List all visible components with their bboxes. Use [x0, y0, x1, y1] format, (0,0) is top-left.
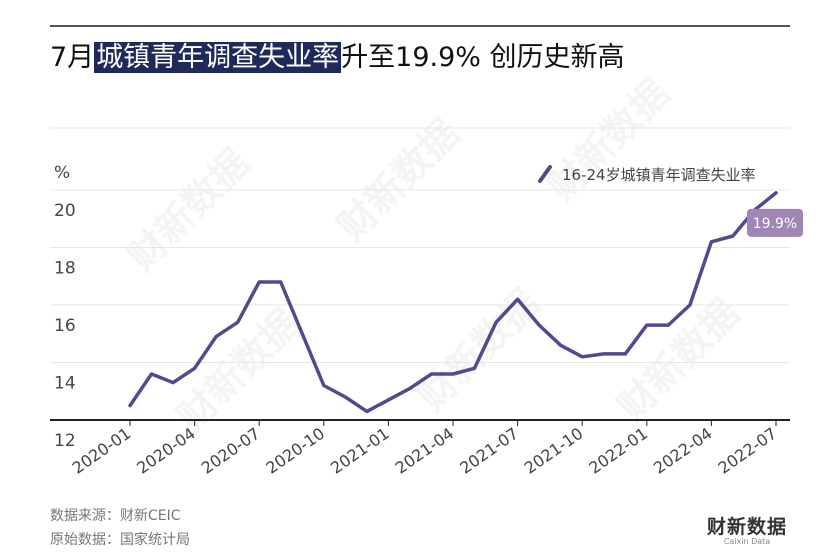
x-tick-label: 2021-10 [521, 424, 587, 478]
x-tick-label: 2020-01 [69, 424, 135, 478]
y-tick-label: 14 [54, 374, 76, 394]
x-tick-label: 2021-04 [392, 424, 458, 478]
x-tick-label: 2022-04 [650, 424, 716, 478]
x-tick-label: 2020-07 [198, 424, 264, 478]
y-tick-label: 18 [54, 259, 76, 279]
x-tick-label: 2022-01 [585, 424, 651, 478]
brand-name-en: Caixin Data [723, 537, 771, 546]
title-suffix: 升至19.9% 创历史新高 [341, 42, 625, 73]
original-source: 原始数据：国家统计局 [50, 532, 190, 548]
value-badge [747, 208, 803, 237]
line-chart: 1214161820%2020-012020-042020-072020-102… [50, 127, 803, 478]
x-tick-label: 2022-07 [715, 424, 781, 478]
y-axis-label: % [54, 163, 70, 183]
x-tick-label: 2020-10 [262, 424, 328, 478]
legend-label: 16-24岁城镇青年调查失业率 [562, 166, 756, 184]
y-tick-label: 20 [54, 201, 76, 221]
data-source: 数据来源：财新CEIC [50, 508, 181, 524]
chart-title: 7月城镇青年调查失业率升至19.9% 创历史新高 [50, 36, 625, 80]
value-badge-label: 19.9% [753, 216, 797, 232]
series-line [128, 191, 778, 414]
top-rule [50, 25, 790, 27]
x-tick-label: 2020-04 [133, 424, 199, 478]
x-tick-label: 2021-01 [327, 424, 393, 478]
y-tick-label: 16 [54, 316, 76, 336]
legend-swatch [538, 165, 552, 183]
x-tick-label: 2021-07 [456, 424, 522, 478]
y-tick-label: 12 [54, 431, 76, 451]
title-prefix: 7月 [50, 42, 95, 73]
brand-logo: 财新数据 Caixin Data [707, 512, 787, 546]
title-highlight: 城镇青年调查失业率 [94, 42, 342, 73]
brand-name: 财新数据 [707, 516, 788, 538]
